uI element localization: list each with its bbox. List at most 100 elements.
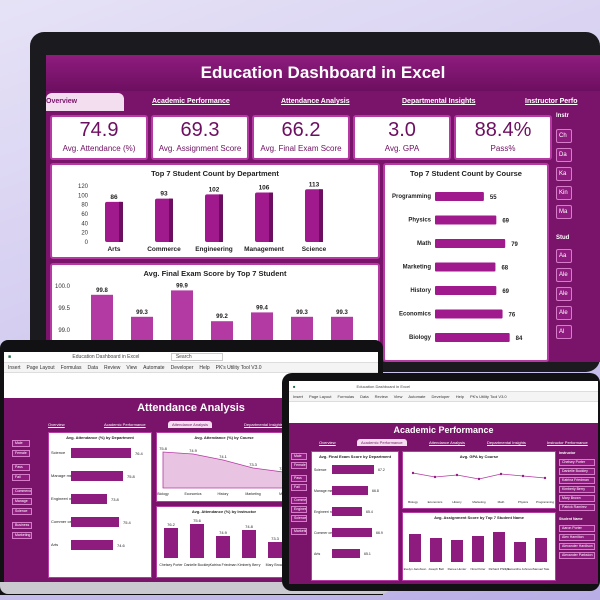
- bar: [332, 528, 372, 537]
- slicer-item[interactable]: Manage: [12, 498, 32, 505]
- menu-item[interactable]: Automate: [408, 394, 426, 399]
- panel-title: Avg. GPA by Course: [459, 454, 499, 459]
- x-tick-label: Richard Phillips: [489, 567, 510, 571]
- slicer-item[interactable]: Mary Brown: [559, 495, 595, 502]
- slicer-item[interactable]: Ale: [556, 287, 572, 301]
- y-tick-label: 120: [78, 184, 89, 190]
- y-tick-label: Math: [417, 241, 431, 247]
- window-title: Education Dashboard in Excel: [72, 354, 140, 360]
- slicer-item[interactable]: Male: [12, 440, 30, 447]
- tab-academic-performance[interactable]: Academic Performance: [152, 98, 230, 105]
- slicer-item[interactable]: Kimberly Berry: [559, 486, 595, 493]
- data-point: [521, 474, 525, 478]
- x-tick-label: Renee Hunter: [448, 567, 467, 571]
- tab-attendance-analysis[interactable]: Attendance Analysis: [168, 421, 213, 428]
- tab-overview[interactable]: Overview: [48, 422, 65, 427]
- slicer-item[interactable]: Ale: [556, 268, 572, 282]
- menu-item[interactable]: Help: [199, 365, 210, 371]
- data-label: 73.3: [249, 462, 258, 467]
- menu-item[interactable]: Review: [374, 394, 388, 399]
- slicer-item[interactable]: Danielle Buckley: [559, 468, 595, 475]
- search-input[interactable]: Search: [170, 353, 223, 361]
- menu-item[interactable]: Insert: [293, 394, 304, 399]
- menu-item[interactable]: Formulas: [337, 394, 355, 399]
- menu-item[interactable]: PK's Utility Tool V3.0: [215, 365, 262, 371]
- menu-item[interactable]: Page Layout: [309, 394, 332, 399]
- tab-overview[interactable]: Overview: [46, 93, 124, 111]
- slicer-item[interactable]: Alexander Parkston: [559, 552, 595, 559]
- tab-attendance-analysis[interactable]: Attendance Analysis: [429, 440, 466, 445]
- slicer-item[interactable]: Ch: [556, 129, 572, 143]
- menu-item[interactable]: Formulas: [60, 365, 82, 371]
- bar: [71, 517, 119, 527]
- tablet-slicer-column: Instructor Chelsey Porter Danielle Buckl…: [559, 451, 597, 581]
- tab-instructor-performance[interactable]: Instructor Perfo: [525, 98, 578, 105]
- slicer-item[interactable]: Commerce: [12, 488, 32, 495]
- menu-item[interactable]: Help: [455, 394, 464, 399]
- tab-departmental-insights[interactable]: Departmental Insights: [402, 98, 476, 105]
- slicer-item[interactable]: Fail: [291, 484, 307, 491]
- slicer-item[interactable]: Female: [12, 450, 30, 457]
- menu-item[interactable]: Data: [87, 365, 99, 371]
- slicer-item[interactable]: Al: [556, 325, 572, 339]
- menu-item[interactable]: View: [393, 394, 403, 399]
- menu-item[interactable]: Developer: [431, 394, 450, 399]
- slicer-item[interactable]: Engineering: [291, 506, 307, 513]
- slicer-item[interactable]: Pass: [291, 475, 307, 482]
- kpi-final-exam: 66.2 Avg. Final Exam Score: [252, 115, 350, 160]
- slicer-item[interactable]: Science: [291, 515, 307, 522]
- menu-item[interactable]: Data: [360, 394, 369, 399]
- menu-item[interactable]: Developer: [170, 365, 194, 371]
- dept-exam-panel: Avg. Final Exam Score by Department Scie…: [311, 451, 399, 581]
- tab-instructor-performance[interactable]: Instructor Performance: [547, 440, 588, 445]
- y-tick-label: Science: [314, 468, 327, 472]
- slicer-item[interactable]: Science: [12, 508, 32, 515]
- bar: [435, 333, 510, 342]
- menu-item[interactable]: Review: [104, 365, 121, 371]
- x-tick-label: Marketing: [245, 492, 260, 496]
- menu-item[interactable]: View: [126, 365, 138, 371]
- course-attendance-chart: 75.8 Biology 74.9 Economics 74.1 History 73.3 M…: [157, 446, 287, 496]
- slicer-item[interactable]: Female: [291, 462, 307, 469]
- slicer-item[interactable]: Ka: [556, 167, 572, 181]
- slicer-item[interactable]: Kin: [556, 186, 572, 200]
- slicer-item[interactable]: Marketing: [291, 528, 307, 535]
- slicer-item[interactable]: Business: [12, 522, 32, 529]
- data-label: 75.4: [123, 520, 132, 525]
- data-label: 99.3: [136, 310, 148, 316]
- slicer-item[interactable]: Pass: [12, 464, 30, 471]
- slicer-item[interactable]: Commerce: [291, 497, 307, 504]
- tab-departmental-insights[interactable]: Departmental Insights: [487, 440, 526, 445]
- slicer-item[interactable]: Male: [291, 453, 307, 460]
- slicer-item[interactable]: Aa: [556, 249, 572, 263]
- menu-item[interactable]: Page Layout: [26, 365, 55, 371]
- data-label: 99.9: [176, 283, 188, 289]
- y-tick-label: 80: [81, 203, 88, 209]
- tab-departmental-insights[interactable]: Departmental Insights: [244, 422, 283, 427]
- menu-item[interactable]: Automate: [143, 365, 165, 371]
- menu-item[interactable]: PK's Utility Tool V3.0: [469, 394, 507, 399]
- slicer-item[interactable]: Alex Hamilton: [559, 534, 595, 541]
- x-tick-label: Kimberly Berry: [238, 563, 261, 567]
- data-label: 79: [511, 242, 518, 248]
- x-tick-label: Science: [302, 246, 327, 253]
- slicer-item[interactable]: Alexander Hardison: [559, 543, 595, 550]
- slicer-item[interactable]: Chelsey Porter: [559, 459, 595, 466]
- tab-academic-performance[interactable]: Academic Performance: [357, 439, 407, 446]
- slicer-item[interactable]: Da: [556, 148, 572, 162]
- slicer-item[interactable]: Patrick Ramirez: [559, 504, 595, 511]
- data-label: 69: [502, 289, 509, 295]
- tab-attendance-analysis[interactable]: Attendance Analysis: [281, 98, 350, 105]
- slicer-heading: Student Name: [559, 517, 583, 521]
- slicer-item[interactable]: Marketing: [12, 532, 32, 539]
- tab-overview[interactable]: Overview: [319, 440, 336, 445]
- slicer-item[interactable]: Ma: [556, 205, 572, 219]
- tab-academic-performance[interactable]: Academic Performance: [104, 422, 146, 427]
- data-point: [411, 471, 415, 475]
- x-tick-label: Samantha Johnson: [507, 567, 533, 571]
- menu-item[interactable]: Insert: [8, 365, 21, 371]
- slicer-item[interactable]: Aaron Porter: [559, 525, 595, 532]
- slicer-item[interactable]: Fail: [12, 474, 30, 481]
- slicer-item[interactable]: Ale: [556, 306, 572, 320]
- slicer-item[interactable]: Katrina Friedman: [559, 477, 595, 484]
